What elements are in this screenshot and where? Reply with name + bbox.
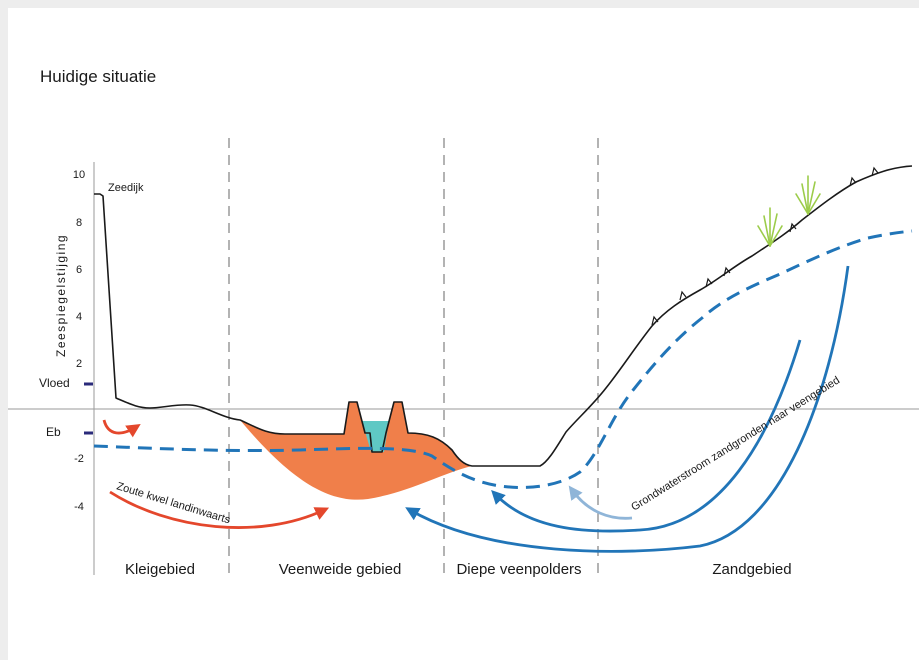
groundwater-flow-arrow-1 [405, 265, 850, 553]
y-tick-minus4: -4 [74, 501, 84, 513]
ground-surface-line [94, 165, 913, 467]
groundwater-flow-arrow-2 [491, 339, 802, 533]
salt-seepage-arrow-large [109, 490, 330, 529]
zeedijk-label: Zeedijk [108, 182, 144, 194]
grass-icon [757, 175, 821, 247]
zone-label-diepe-veenpolders: Diepe veenpolders [456, 561, 581, 578]
ditch-water [362, 421, 389, 452]
groundwater-table [93, 229, 913, 489]
diagram-title: Huidige situatie [40, 67, 156, 86]
zone-label-zandgebied: Zandgebied [712, 561, 791, 578]
zone-label-veenweide: Veenweide gebied [279, 561, 402, 578]
diagram-card [8, 8, 919, 660]
y-ticks: 10 8 6 4 2 -2 -4 [73, 169, 85, 513]
y-tick-4: 4 [76, 311, 82, 323]
y-tick-8: 8 [76, 217, 82, 229]
peat-layer [240, 402, 472, 500]
zone-label-kleigebied: Kleigebied [125, 561, 195, 578]
salt-seepage-arrow-small [102, 419, 141, 438]
surface-bumps [651, 166, 879, 326]
y-tick-6: 6 [76, 264, 82, 276]
grondwaterstroom-label: Grondwaterstroom zandgronden naar veenge… [629, 374, 842, 513]
y-tick-minus2: -2 [74, 453, 84, 465]
groundwater-flow-arrow-light [568, 485, 633, 520]
vloed-label: Vloed [39, 376, 70, 390]
eb-label: Eb [46, 425, 61, 439]
y-axis-label: Zeespiegelstijging [54, 234, 68, 357]
y-tick-2: 2 [76, 358, 82, 370]
y-tick-10: 10 [73, 169, 85, 181]
